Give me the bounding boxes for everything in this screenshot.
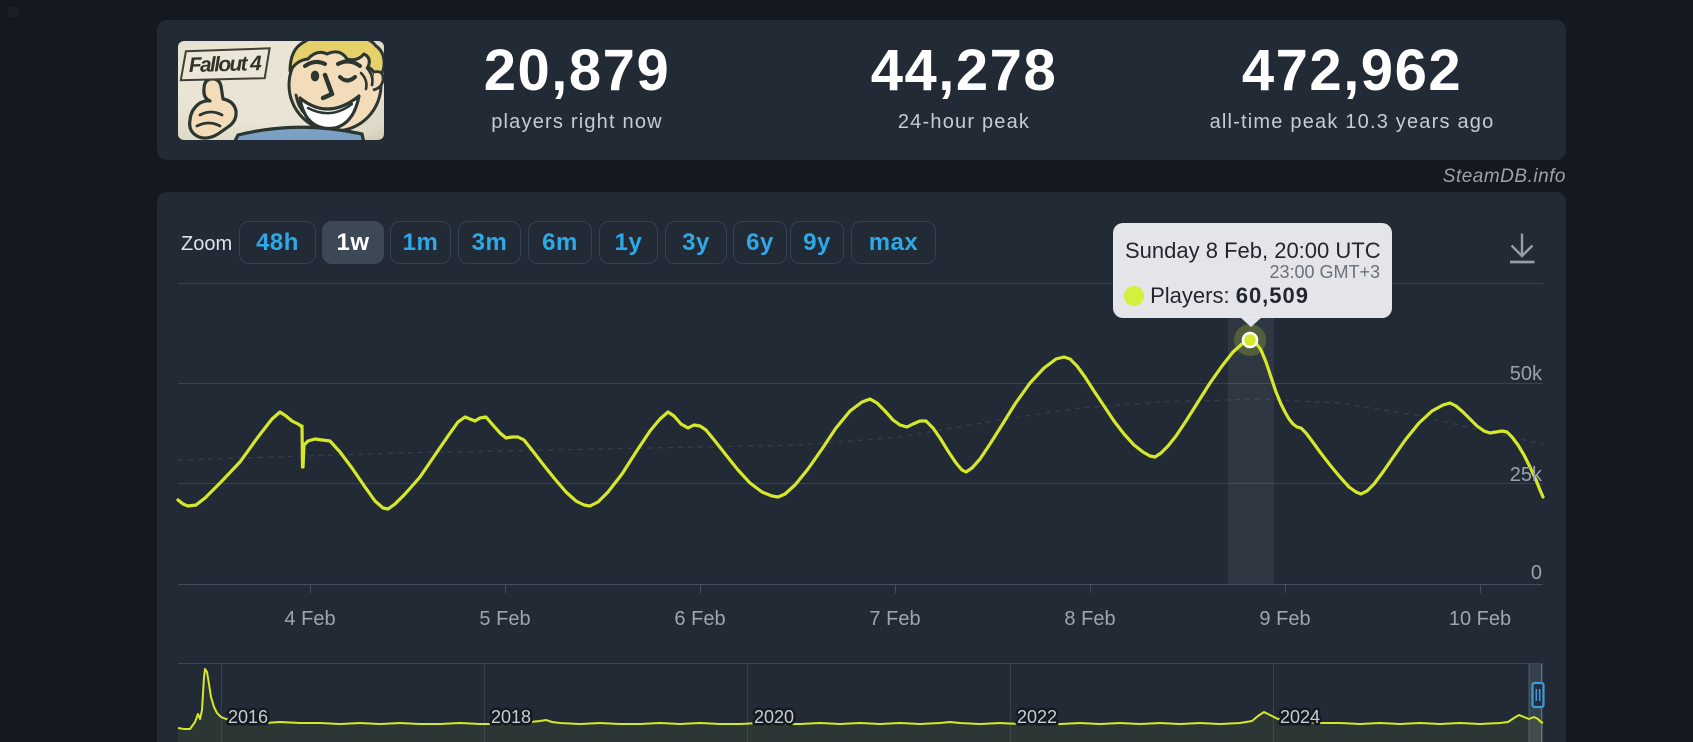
svg-text:5 Feb: 5 Feb xyxy=(479,608,530,630)
svg-text:8 Feb: 8 Feb xyxy=(1064,608,1115,630)
svg-text:4 Feb: 4 Feb xyxy=(284,608,335,630)
svg-text:7 Feb: 7 Feb xyxy=(869,608,920,630)
svg-text:2022: 2022 xyxy=(1017,707,1057,727)
svg-text:6 Feb: 6 Feb xyxy=(674,608,725,630)
svg-text:0: 0 xyxy=(1531,562,1542,584)
svg-text:2016: 2016 xyxy=(228,707,268,727)
svg-text:10 Feb: 10 Feb xyxy=(1449,608,1511,630)
svg-text:50k: 50k xyxy=(1510,363,1543,385)
svg-text:2024: 2024 xyxy=(1280,707,1320,727)
svg-text:25k: 25k xyxy=(1510,464,1543,486)
svg-text:2018: 2018 xyxy=(491,707,531,727)
svg-text:2020: 2020 xyxy=(754,707,794,727)
svg-text:9 Feb: 9 Feb xyxy=(1259,608,1310,630)
svg-text:Fallout 4: Fallout 4 xyxy=(189,52,263,77)
